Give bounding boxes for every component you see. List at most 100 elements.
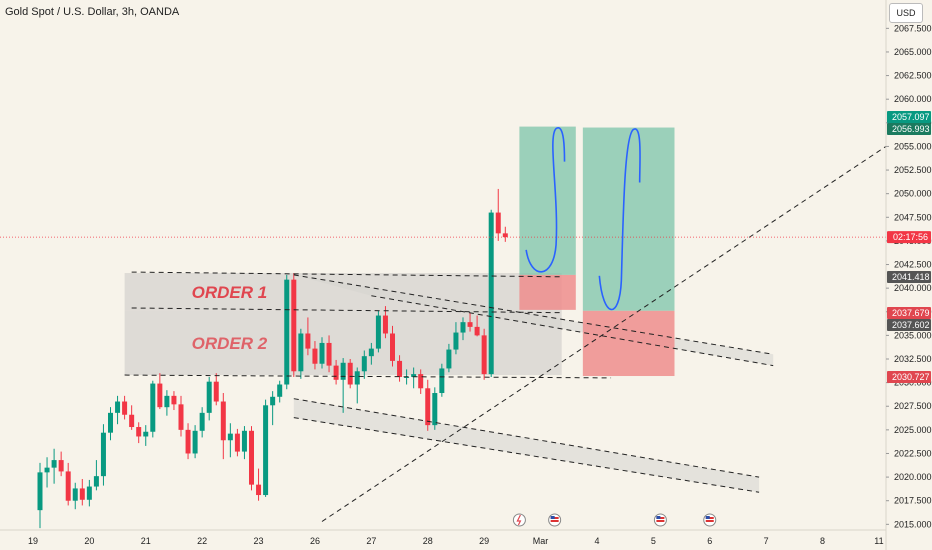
candle-body bbox=[178, 404, 184, 430]
candle-body bbox=[305, 333, 311, 349]
candle-body bbox=[411, 374, 417, 377]
price-badge-label: 2056.993 bbox=[892, 124, 930, 134]
flash-icon bbox=[516, 514, 522, 526]
candle-body bbox=[291, 279, 297, 372]
candle-body bbox=[241, 430, 247, 452]
x-tick-label: 23 bbox=[254, 536, 264, 546]
hand-drawn-arrow bbox=[525, 127, 566, 273]
position-loss-zone bbox=[582, 310, 675, 377]
candle-body bbox=[354, 371, 360, 385]
candle-body bbox=[72, 488, 78, 501]
countdown-label: 02:17:56 bbox=[893, 232, 928, 242]
candle-body bbox=[382, 315, 388, 334]
x-tick-label: 11 bbox=[874, 536, 883, 546]
candle-body bbox=[340, 362, 346, 380]
y-tick-label: 2062.500 bbox=[894, 71, 932, 81]
candle-body bbox=[93, 476, 99, 487]
candle-body bbox=[375, 315, 381, 349]
order-zone-label: ORDER 2 bbox=[192, 334, 268, 353]
y-tick-label: 2067.500 bbox=[894, 23, 932, 33]
y-tick-label: 2032.500 bbox=[894, 354, 932, 364]
us-flag-icon-stripe bbox=[550, 520, 559, 522]
position-loss-zone bbox=[519, 274, 576, 310]
candle-body bbox=[136, 427, 142, 437]
channel-line bbox=[293, 417, 760, 493]
candle-body bbox=[129, 414, 135, 428]
price-badge bbox=[887, 123, 931, 135]
candle-body bbox=[150, 383, 156, 432]
candle-body bbox=[270, 396, 276, 406]
position-profit-zone bbox=[519, 126, 576, 275]
x-tick-label: 7 bbox=[764, 536, 769, 546]
y-tick-label: 2027.500 bbox=[894, 401, 932, 411]
candle-body bbox=[108, 412, 113, 433]
plot-area: ORDER 1 ORDER 2 bbox=[0, 126, 886, 529]
trend-line bbox=[321, 145, 886, 522]
candle-body bbox=[263, 405, 269, 496]
y-tick-label: 2020.000 bbox=[894, 472, 932, 482]
x-tick-label: 19 bbox=[28, 536, 38, 546]
price-badge-label: 2030.727 bbox=[892, 372, 930, 382]
price-badge bbox=[887, 371, 931, 383]
candle-body bbox=[256, 484, 262, 496]
y-tick-label: 2025.000 bbox=[894, 425, 932, 435]
candle-body bbox=[213, 381, 219, 402]
candle-body bbox=[37, 472, 43, 511]
candle-body bbox=[418, 374, 424, 389]
candle-body bbox=[220, 401, 226, 441]
candle-body bbox=[495, 212, 501, 234]
x-tick-label: 29 bbox=[479, 536, 489, 546]
y-tick-label: 2060.000 bbox=[894, 94, 932, 104]
candle-body bbox=[397, 360, 403, 377]
candle-body bbox=[249, 430, 254, 485]
candle-body bbox=[171, 395, 177, 405]
channel-line bbox=[371, 295, 774, 367]
candle-body bbox=[361, 356, 367, 372]
position-profit-zone bbox=[582, 127, 675, 311]
candle-body bbox=[86, 486, 92, 500]
candle-body bbox=[100, 432, 106, 477]
candle-body bbox=[432, 393, 438, 426]
candle-body bbox=[488, 212, 494, 375]
us-flag-icon-canton bbox=[656, 516, 661, 519]
price-badge-label: 2057.097 bbox=[892, 112, 930, 122]
candle-body bbox=[164, 395, 170, 408]
candle-body bbox=[481, 335, 487, 375]
candle-body bbox=[234, 433, 240, 452]
x-tick-label: 28 bbox=[423, 536, 433, 546]
candle-body bbox=[333, 365, 339, 380]
us-flag-icon-stripe bbox=[656, 520, 665, 522]
price-badge bbox=[887, 271, 931, 283]
countdown-badge bbox=[887, 231, 931, 244]
candle-body bbox=[284, 279, 290, 385]
candle-body bbox=[326, 342, 332, 366]
candle-body bbox=[404, 376, 410, 378]
price-badge bbox=[887, 307, 931, 319]
candle-body bbox=[44, 467, 50, 473]
channel-line bbox=[293, 398, 760, 478]
price-badge bbox=[887, 319, 931, 331]
channel-fill-lower bbox=[293, 398, 760, 493]
candle-body bbox=[227, 433, 233, 441]
candle-body bbox=[453, 332, 459, 350]
candle-body bbox=[185, 429, 191, 454]
price-badge-label: 2037.602 bbox=[892, 320, 930, 330]
candle-body bbox=[502, 233, 508, 238]
candle-body bbox=[312, 348, 318, 364]
y-tick-label: 2050.000 bbox=[894, 189, 932, 199]
hand-drawn-arrow bbox=[598, 128, 641, 311]
x-tick-label: 22 bbox=[197, 536, 207, 546]
y-tick-label: 2052.500 bbox=[894, 165, 932, 175]
candle-body bbox=[298, 333, 304, 372]
x-tick-label: Mar bbox=[533, 536, 549, 546]
candle-body bbox=[122, 401, 128, 415]
order-zone bbox=[124, 273, 562, 311]
candle-body bbox=[206, 381, 212, 413]
candle-body bbox=[474, 326, 480, 336]
candle-body bbox=[390, 333, 395, 361]
candle-body bbox=[277, 384, 283, 397]
candle-body bbox=[58, 460, 64, 472]
price-badge-label: 2037.679 bbox=[892, 308, 930, 318]
currency-button[interactable]: USD bbox=[889, 3, 923, 23]
